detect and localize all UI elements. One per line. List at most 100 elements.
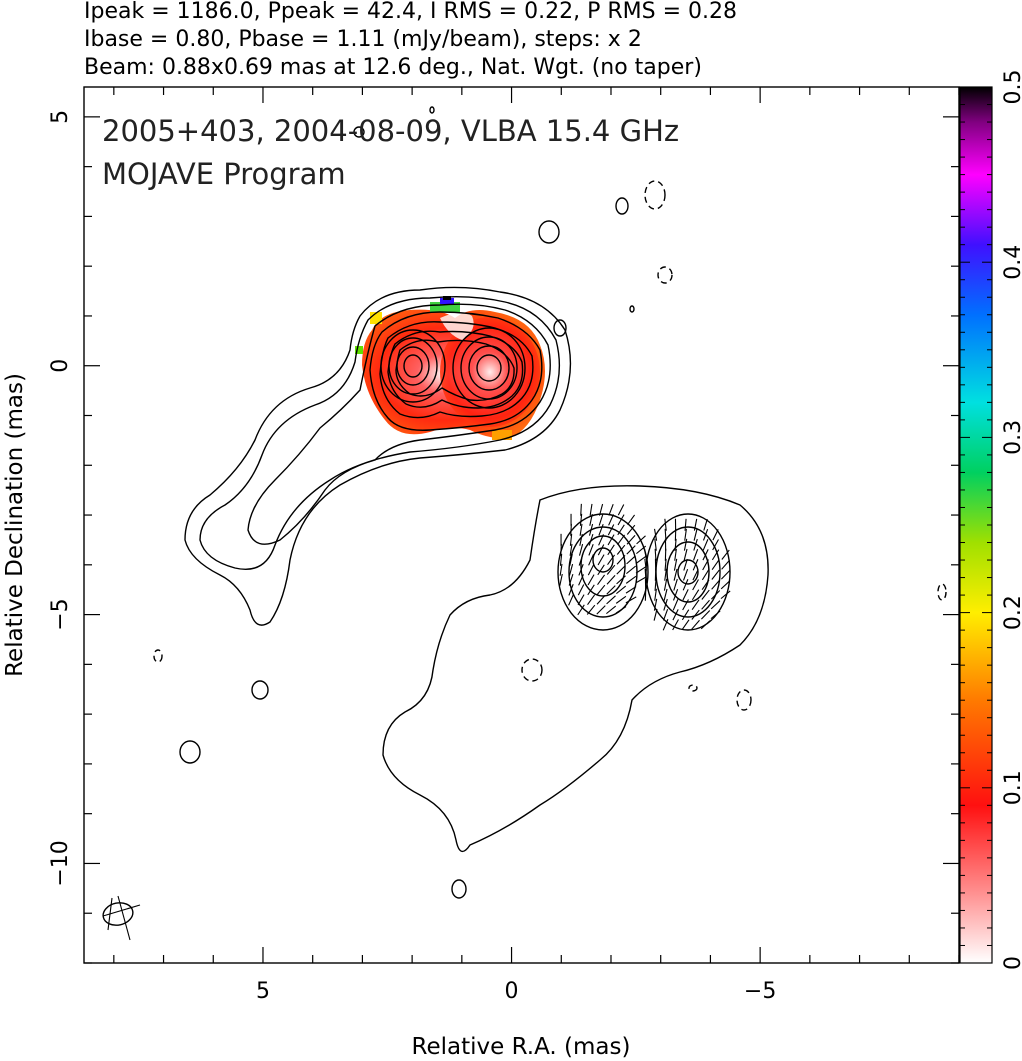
evpa-vector	[682, 599, 689, 611]
evpa-vector	[606, 575, 616, 585]
evpa-vector	[586, 604, 596, 615]
evpa-vector	[577, 604, 585, 616]
evpa-vector	[616, 565, 626, 575]
evpa-vector	[597, 554, 605, 566]
evpa-vector	[711, 549, 720, 561]
evpa-vector	[587, 574, 595, 586]
evpa-vector	[721, 549, 730, 560]
x-tick-label: 5	[256, 979, 270, 1004]
evpa-vector	[673, 568, 678, 581]
evpa-vector	[568, 563, 574, 576]
evpa-vector	[597, 544, 605, 556]
colorbar-tick-label: 0.5	[1001, 70, 1022, 105]
evpa-vector	[691, 609, 700, 620]
evpa-vector	[672, 609, 679, 621]
evpa-vector	[559, 573, 563, 586]
evpa-vector	[681, 609, 690, 621]
x-axis: 5 0 −5	[113, 87, 960, 1004]
evpa-vector	[579, 523, 583, 536]
evpa-vector	[711, 579, 720, 590]
evpa-vector	[691, 619, 700, 630]
evpa-vector	[570, 523, 572, 536]
colorbar-tick-label: 0.3	[1001, 420, 1022, 455]
evpa-vector	[654, 578, 657, 591]
evpa-vector	[626, 545, 636, 555]
evpa-vector	[674, 538, 677, 551]
evpa-vector	[626, 535, 636, 545]
evpa-vector	[720, 580, 731, 590]
evpa-vector	[683, 538, 688, 551]
evpa-vector	[720, 590, 731, 600]
evpa-vector	[607, 554, 616, 566]
evpa-vector	[626, 524, 636, 535]
evpa-vector	[653, 598, 658, 611]
evpa-vector	[672, 599, 679, 611]
evpa-vector	[693, 518, 698, 531]
evpa-vector	[560, 543, 562, 556]
evpa-vector	[664, 558, 667, 571]
evpa-vector	[569, 543, 573, 556]
evpa-vector	[578, 564, 584, 576]
evpa-vector	[684, 528, 687, 541]
evpa-vector	[712, 539, 719, 551]
evpa-vector	[673, 558, 678, 571]
evpa-vector	[615, 606, 627, 614]
evpa-vector	[700, 610, 711, 620]
header-line-1: Ipeak = 1186.0, Ppeak = 42.4, I RMS = 0.…	[84, 0, 737, 24]
evpa-vector	[692, 579, 699, 591]
evpa-vector	[682, 579, 689, 591]
evpa-vector	[606, 595, 616, 605]
evpa-vector	[701, 579, 710, 591]
colorbar-gradient	[959, 86, 993, 964]
evpa-vector	[662, 608, 669, 621]
evpa-vector	[635, 576, 647, 584]
evpa-vector	[653, 608, 658, 621]
evpa-vector	[616, 555, 626, 565]
evpa-vector	[608, 504, 614, 516]
evpa-vector	[568, 584, 574, 596]
evpa-vector	[682, 568, 689, 581]
evpa-vector	[710, 600, 721, 610]
evpa-vector	[681, 619, 690, 631]
evpa-vector	[597, 574, 606, 586]
colorbar-tick-label: 0	[1001, 956, 1022, 970]
evpa-vector	[598, 534, 604, 546]
evpa-vector	[625, 586, 637, 594]
evpa-vector	[598, 513, 604, 526]
beam-ellipse	[102, 895, 141, 941]
evpa-vector	[606, 564, 616, 575]
plot-frame	[83, 86, 960, 964]
evpa-vector	[577, 594, 585, 606]
evpa-vector	[702, 528, 709, 541]
evpa-vector	[626, 555, 636, 565]
evpa-vector	[654, 588, 657, 601]
evpa-vector	[606, 585, 616, 595]
evpa-vector	[587, 584, 595, 596]
evpa-vector	[674, 548, 677, 561]
y-tick-label: −5	[48, 598, 73, 630]
evpa-vector	[569, 553, 573, 566]
evpa-vector	[693, 538, 698, 551]
colorbar-tick-label: 0.1	[1001, 770, 1022, 805]
evpa-vector	[559, 553, 563, 566]
evpa-vector	[568, 594, 574, 606]
evpa-vector	[712, 529, 719, 541]
evpa-vector	[692, 559, 699, 571]
evpa-vector	[587, 594, 596, 606]
evpa-vector	[616, 585, 627, 595]
evpa-vector	[653, 528, 658, 541]
evpa-vector	[578, 543, 584, 556]
x-tick-label: −5	[744, 979, 776, 1004]
evpa-vector	[644, 558, 647, 571]
evpa-vector	[626, 565, 637, 575]
polarization-vectors	[559, 503, 731, 631]
evpa-vector	[682, 589, 689, 601]
evpa-vector	[588, 544, 594, 556]
colorbar-tick-label: 0.2	[1001, 595, 1022, 630]
evpa-vector	[627, 514, 636, 526]
evpa-vector	[578, 553, 584, 566]
x-axis-label: Relative R.A. (mas)	[412, 1034, 631, 1060]
evpa-vector	[579, 533, 583, 546]
y-tick-label: 5	[48, 110, 73, 124]
